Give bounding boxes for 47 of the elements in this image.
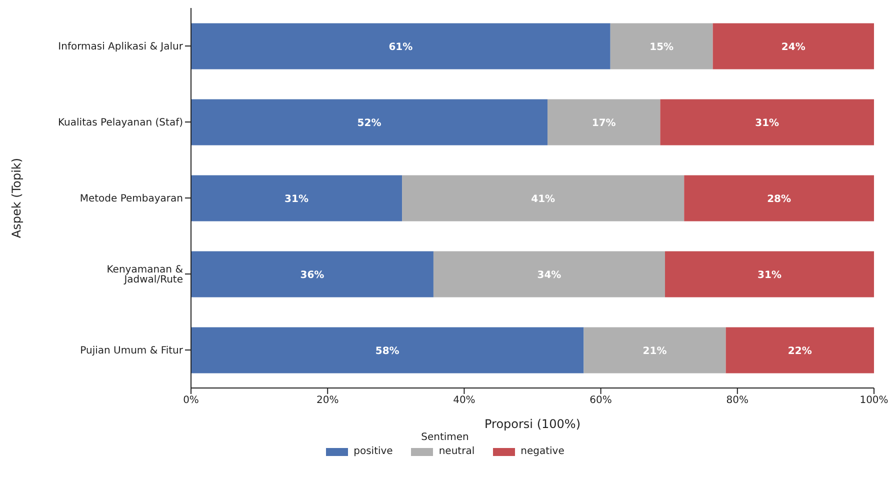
data-label: 61% bbox=[388, 42, 413, 53]
bar bbox=[191, 251, 434, 298]
y-tick-label: Metode Pembayaran bbox=[80, 194, 183, 205]
data-label: 24% bbox=[781, 42, 806, 53]
data-label: 21% bbox=[642, 346, 667, 357]
data-label: 52% bbox=[357, 118, 382, 129]
legend-label: neutral bbox=[438, 446, 475, 457]
data-label: 58% bbox=[375, 346, 400, 357]
x-tick-label: 0% bbox=[183, 395, 199, 406]
y-axis-title: Aspek (Topik) bbox=[9, 158, 24, 238]
data-label: 22% bbox=[788, 346, 812, 357]
bar bbox=[660, 99, 874, 146]
x-axis-title: Proporsi (100%) bbox=[484, 417, 580, 431]
x-tick-label: 80% bbox=[726, 395, 749, 406]
bar bbox=[191, 327, 584, 374]
y-tick-label: Informasi Aplikasi & Jalur bbox=[58, 42, 184, 53]
bar bbox=[548, 99, 660, 146]
bar bbox=[712, 23, 874, 70]
legend-label: negative bbox=[520, 446, 564, 457]
legend-label: positive bbox=[352, 446, 393, 457]
x-tick-label: 40% bbox=[453, 395, 476, 406]
x-tick-label: 60% bbox=[590, 395, 612, 406]
data-label: 15% bbox=[650, 42, 674, 53]
x-tick-label: 100% bbox=[860, 395, 888, 406]
bar bbox=[191, 99, 548, 146]
bar bbox=[665, 251, 874, 298]
y-tick-label: Kenyamanan & Jadwal/Rute bbox=[106, 264, 184, 286]
data-label: 31% bbox=[758, 270, 782, 281]
bar bbox=[402, 175, 684, 222]
y-tick-label: Kualitas Pelayanan (Staf) bbox=[58, 118, 184, 129]
legend-title: Sentimen bbox=[420, 432, 470, 443]
bar bbox=[191, 175, 402, 222]
bar bbox=[584, 327, 726, 374]
data-label: 17% bbox=[592, 118, 616, 129]
bar bbox=[610, 23, 713, 70]
y-tick-label: Pujian Umum & Fitur bbox=[80, 346, 184, 357]
data-label: 34% bbox=[537, 270, 562, 281]
data-label: 41% bbox=[531, 194, 556, 205]
data-label: 36% bbox=[300, 270, 324, 281]
bar bbox=[191, 23, 610, 70]
bar bbox=[726, 327, 874, 374]
data-label: 31% bbox=[755, 118, 780, 129]
bar bbox=[433, 251, 665, 298]
data-label: 28% bbox=[767, 194, 792, 205]
data-label: 31% bbox=[284, 194, 308, 205]
x-tick-label: 20% bbox=[316, 395, 339, 406]
bar bbox=[684, 175, 874, 222]
